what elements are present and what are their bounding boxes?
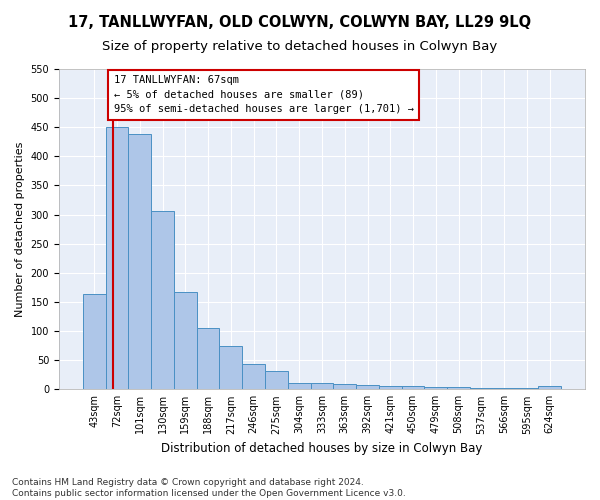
Bar [379, 386, 401, 390]
Bar [106, 127, 128, 390]
Y-axis label: Number of detached properties: Number of detached properties [15, 142, 25, 317]
Bar [447, 387, 470, 390]
Bar [356, 385, 379, 390]
Bar [401, 386, 424, 390]
X-axis label: Distribution of detached houses by size in Colwyn Bay: Distribution of detached houses by size … [161, 442, 482, 455]
Bar [424, 387, 447, 390]
Bar [197, 328, 220, 390]
Bar [470, 388, 493, 390]
Bar [288, 383, 311, 390]
Bar [515, 388, 538, 390]
Text: Size of property relative to detached houses in Colwyn Bay: Size of property relative to detached ho… [103, 40, 497, 53]
Bar [83, 294, 106, 390]
Bar [242, 364, 265, 390]
Text: Contains HM Land Registry data © Crown copyright and database right 2024.
Contai: Contains HM Land Registry data © Crown c… [12, 478, 406, 498]
Bar [311, 384, 334, 390]
Text: 17, TANLLWYFAN, OLD COLWYN, COLWYN BAY, LL29 9LQ: 17, TANLLWYFAN, OLD COLWYN, COLWYN BAY, … [68, 15, 532, 30]
Bar [174, 292, 197, 390]
Bar [151, 210, 174, 390]
Bar [334, 384, 356, 390]
Bar [128, 134, 151, 390]
Bar [538, 386, 561, 390]
Bar [493, 388, 515, 390]
Bar [220, 346, 242, 390]
Text: 17 TANLLWYFAN: 67sqm
← 5% of detached houses are smaller (89)
95% of semi-detach: 17 TANLLWYFAN: 67sqm ← 5% of detached ho… [113, 75, 413, 114]
Bar [265, 370, 288, 390]
